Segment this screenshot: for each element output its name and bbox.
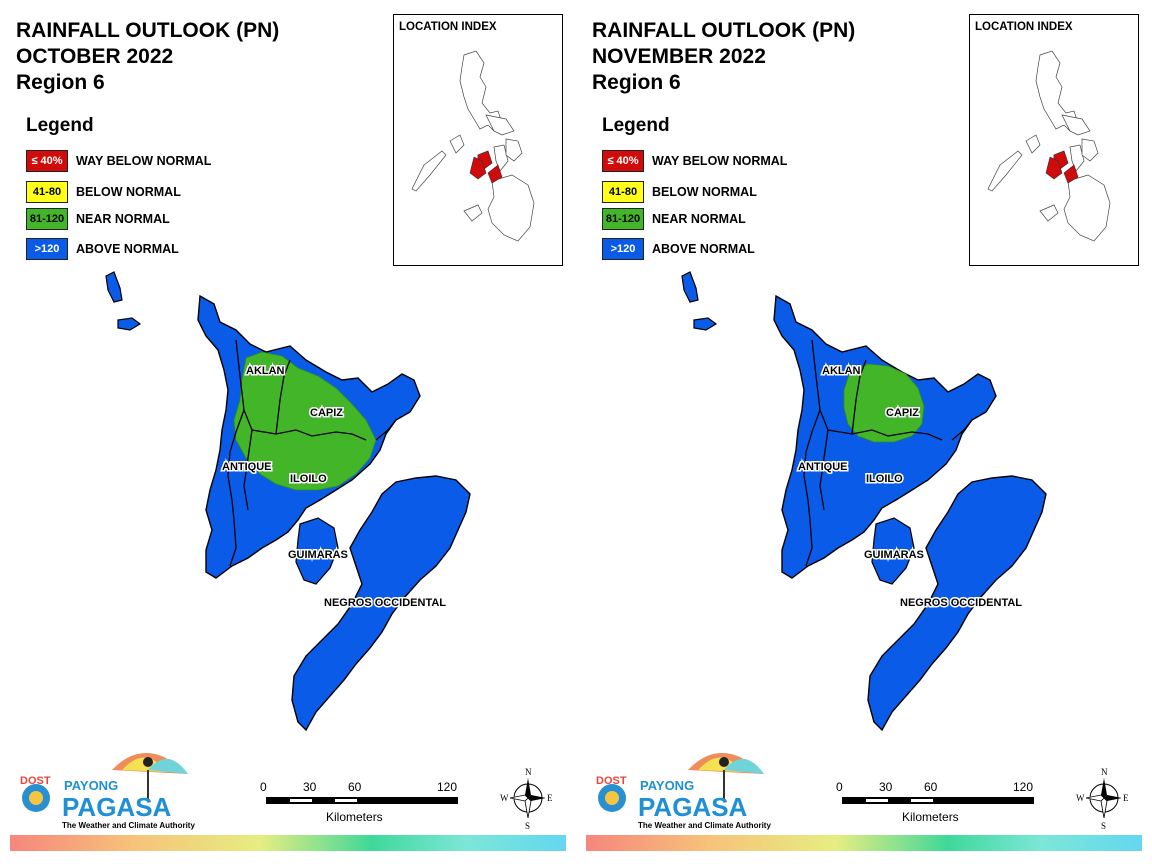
compass-rose-icon: N S W E	[500, 767, 553, 831]
scale-tick: 30	[879, 780, 893, 794]
logo-pagasa: PAGASA	[62, 792, 172, 822]
title-line-2: OCTOBER 2022	[16, 45, 174, 68]
near-normal-zone	[233, 351, 377, 491]
province-label-capiz: CAPIZ	[886, 407, 919, 419]
philippines-index-map	[987, 50, 1111, 242]
legend-label: ABOVE NORMAL	[652, 242, 755, 256]
umbrella-eye-icon	[719, 757, 729, 767]
footer-color-strip	[10, 835, 566, 851]
outlook-panel-october: RAINFALL OUTLOOK (PN) OCTOBER 2022 Regio…	[10, 14, 566, 851]
province-label-aklan: AKLAN	[246, 365, 285, 377]
legend-label: WAY BELOW NORMAL	[652, 154, 788, 168]
scale-tick: 30	[303, 780, 317, 794]
panel-title: RAINFALL OUTLOOK (PN) OCTOBER 2022 Regio…	[16, 18, 279, 96]
logo-tagline: The Weather and Climate Authority	[638, 821, 771, 830]
philippines-index-map	[411, 50, 535, 242]
province-label-antique: ANTIQUE	[798, 461, 848, 473]
logo-dost: DOST	[20, 775, 51, 787]
scale-tick: 0	[260, 780, 267, 794]
panel-title: RAINFALL OUTLOOK (PN) NOVEMBER 2022 Regi…	[592, 18, 855, 96]
legend-swatch: 41-80	[602, 181, 644, 203]
svg-text:N: N	[1101, 767, 1108, 777]
island-small	[693, 317, 718, 331]
outlook-panel-november: RAINFALL OUTLOOK (PN) NOVEMBER 2022 Regi…	[576, 0, 1152, 864]
legend-title: Legend	[26, 115, 94, 136]
svg-text:W: W	[500, 793, 509, 803]
province-label-guimaras: GUIMARAS	[864, 549, 924, 561]
scale-tick: 60	[924, 780, 938, 794]
region-6-map: AKLAN CAPIZ ANTIQUE ILOILO GUIMARAS NEGR…	[681, 271, 1047, 732]
logo-payong: PAYONG	[640, 778, 694, 793]
island-semirara	[681, 271, 699, 303]
legend-swatch: 81-120	[26, 208, 68, 230]
legend-swatch: ≤ 40%	[602, 150, 644, 172]
legend-label: NEAR NORMAL	[652, 212, 746, 226]
title-line-2: NOVEMBER 2022	[592, 45, 766, 68]
logo-dost: DOST	[596, 775, 627, 787]
pagasa-logo: DOST PAYONG PAGASA The Weather and Clima…	[596, 752, 771, 830]
scale-unit: Kilometers	[326, 810, 383, 824]
scale-unit: Kilometers	[902, 810, 959, 824]
location-index-title: LOCATION INDEX	[975, 21, 1073, 33]
legend-label: ABOVE NORMAL	[76, 242, 179, 256]
svg-text:S: S	[525, 821, 530, 831]
dost-seal-icon	[29, 791, 43, 805]
legend-label: WAY BELOW NORMAL	[76, 154, 212, 168]
title-line-3: Region 6	[592, 71, 681, 94]
island-small	[117, 317, 142, 331]
near-normal-zone	[843, 363, 925, 443]
scale-tick: 0	[836, 780, 843, 794]
negros-island	[291, 475, 471, 732]
scale-tick: 120	[437, 780, 457, 794]
province-label-guimaras: GUIMARAS	[288, 549, 348, 561]
logo-pagasa: PAGASA	[638, 792, 748, 822]
title-line-3: Region 6	[16, 71, 105, 94]
province-label-capiz: CAPIZ	[310, 407, 343, 419]
pagasa-logo: DOST PAYONG PAGASA The Weather and Clima…	[20, 752, 195, 830]
logo-tagline: The Weather and Climate Authority	[62, 821, 195, 830]
negros-island	[867, 475, 1047, 732]
legend-label: BELOW NORMAL	[652, 185, 757, 199]
province-label-negros-occidental: NEGROS OCCIDENTAL	[900, 597, 1022, 609]
legend-swatch: ≤ 40%	[26, 150, 68, 172]
province-label-aklan: AKLAN	[822, 365, 861, 377]
island-semirara	[105, 271, 123, 303]
title-line-1: RAINFALL OUTLOOK (PN)	[16, 19, 280, 42]
province-label-negros-occidental: NEGROS OCCIDENTAL	[324, 597, 446, 609]
logo-payong: PAYONG	[64, 778, 118, 793]
location-index-box: LOCATION INDEX	[969, 14, 1139, 266]
svg-text:E: E	[547, 793, 553, 803]
svg-text:E: E	[1123, 793, 1129, 803]
legend-swatch: >120	[26, 238, 68, 260]
legend-swatch: >120	[602, 238, 644, 260]
island-guimaras	[295, 517, 339, 585]
svg-text:W: W	[1076, 793, 1085, 803]
legend-swatch: 81-120	[602, 208, 644, 230]
province-label-iloilo: ILOILO	[866, 473, 903, 485]
legend-title: Legend	[602, 115, 670, 136]
title-line-1: RAINFALL OUTLOOK (PN)	[592, 19, 856, 42]
region-6-map: AKLAN CAPIZ ANTIQUE ILOILO GUIMARAS NEGR…	[105, 271, 471, 732]
province-label-iloilo: ILOILO	[290, 473, 327, 485]
legend-label: NEAR NORMAL	[76, 212, 170, 226]
province-label-antique: ANTIQUE	[222, 461, 272, 473]
location-index-box: LOCATION INDEX	[393, 14, 563, 266]
legend-label: BELOW NORMAL	[76, 185, 181, 199]
location-index-title: LOCATION INDEX	[399, 21, 497, 33]
scale-tick: 60	[348, 780, 362, 794]
compass-rose-icon: N S W E	[1076, 767, 1129, 831]
svg-text:S: S	[1101, 821, 1106, 831]
footer-color-strip	[586, 835, 1142, 851]
umbrella-eye-icon	[143, 757, 153, 767]
legend-swatch: 41-80	[26, 181, 68, 203]
scale-tick: 120	[1013, 780, 1033, 794]
svg-text:N: N	[525, 767, 532, 777]
island-guimaras	[871, 517, 915, 585]
dost-seal-icon	[605, 791, 619, 805]
scale-bar: 0 30 60 120 Kilometers	[260, 780, 458, 824]
scale-bar: 0 30 60 120 Kilometers	[836, 780, 1034, 824]
